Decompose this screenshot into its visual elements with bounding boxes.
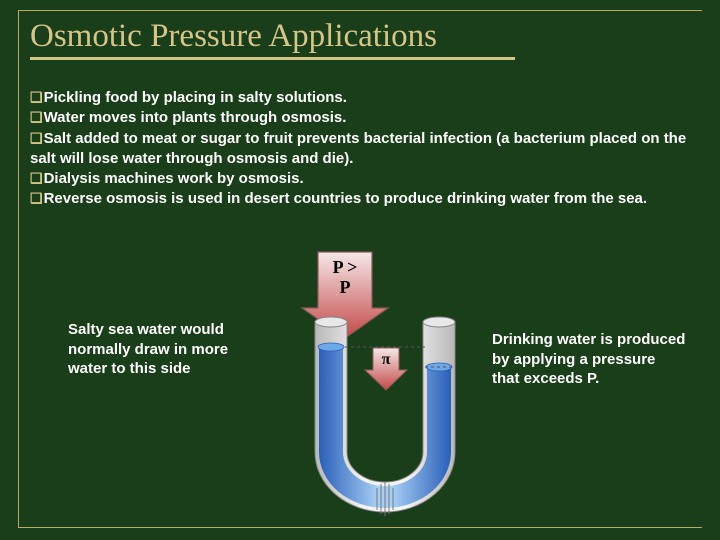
arrow-label: P > P [300,258,390,298]
pi-arrow-icon: π [365,348,407,390]
right-caption: Drinking water is produced by applying a… [492,330,687,389]
bullet-square-icon: ❑ [30,130,43,146]
arrow-label-line2: P [340,277,351,297]
diagram: P > P Salty sea water would normally dra… [0,250,720,530]
bullet-text: Dialysis machines work by osmosis. [44,170,304,187]
left-caption: Salty sea water would normally draw in m… [68,320,268,379]
slide-title: Osmotic Pressure Applications [30,18,515,55]
bullet-item: ❑Water moves into plants through osmosis… [30,108,690,128]
bullet-list: ❑Pickling food by placing in salty solut… [30,88,690,210]
bullet-square-icon: ❑ [30,170,43,186]
bullet-square-icon: ❑ [30,89,43,105]
bullet-text: Water moves into plants through osmosis. [44,109,347,126]
arrow-label-line1: P > [333,257,358,277]
bullet-item: ❑Reverse osmosis is used in desert count… [30,189,690,209]
bullet-item: ❑Dialysis machines work by osmosis. [30,169,690,189]
title-underline [30,57,515,60]
bullet-item: ❑Salt added to meat or sugar to fruit pr… [30,129,690,170]
bullet-square-icon: ❑ [30,190,43,206]
pi-label: π [382,351,391,368]
bullet-text: Reverse osmosis is used in desert countr… [44,190,648,207]
bullet-item: ❑Pickling food by placing in salty solut… [30,88,690,108]
bullet-text: Pickling food by placing in salty soluti… [44,89,347,106]
bullet-square-icon: ❑ [30,109,43,125]
title-block: Osmotic Pressure Applications [30,18,515,60]
u-tube-diagram: π [295,312,475,522]
bullet-text: Salt added to meat or sugar to fruit pre… [30,130,686,167]
